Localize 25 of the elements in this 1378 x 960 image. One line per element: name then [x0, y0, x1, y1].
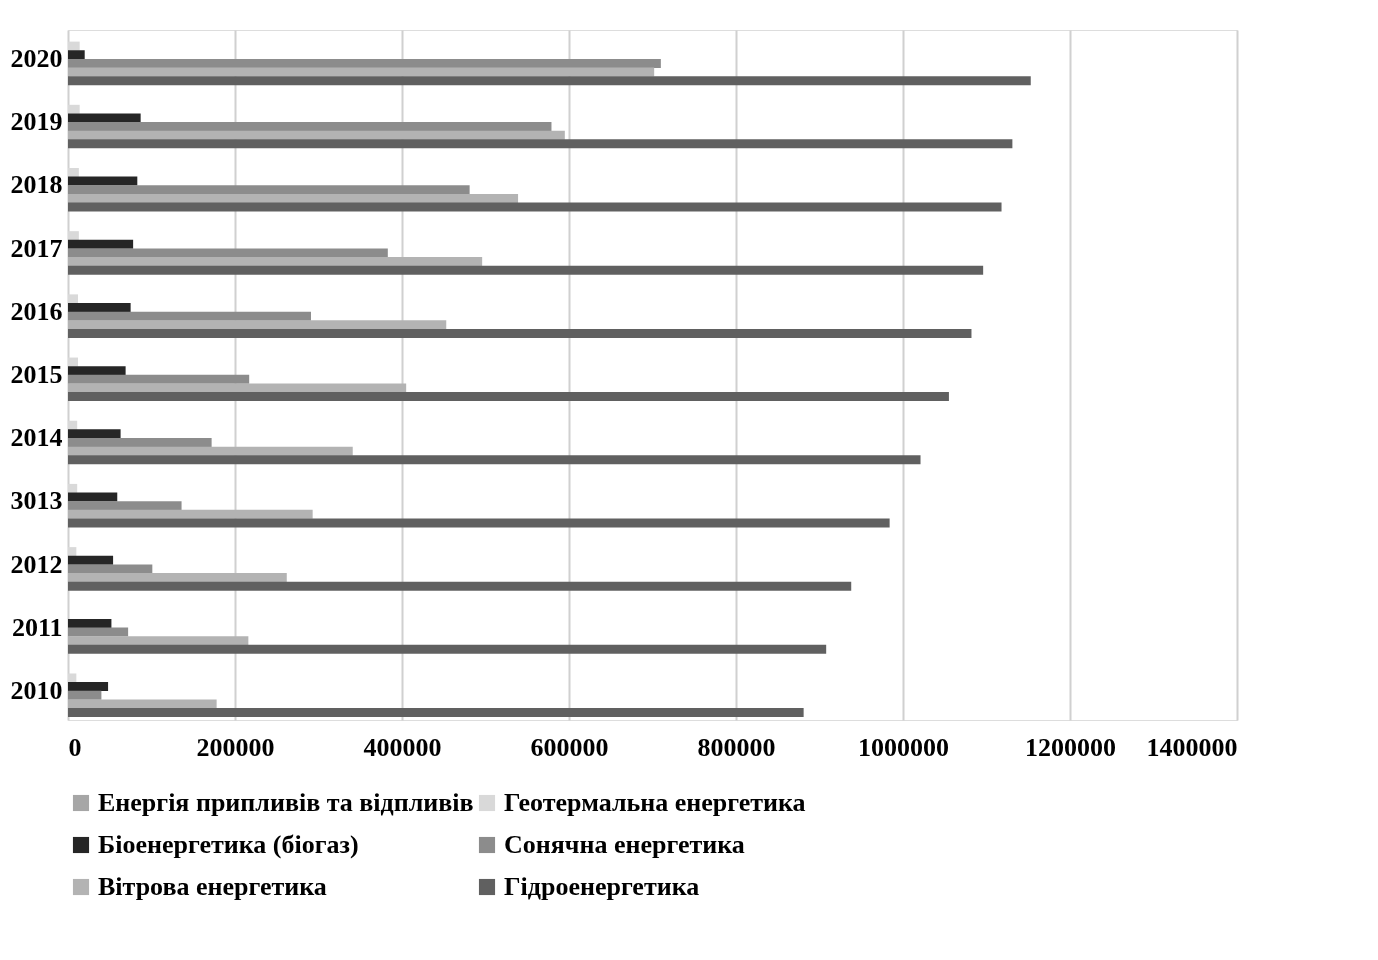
legend-label: Геотермальна енергетика	[504, 788, 806, 817]
x-tick-label: 0	[68, 732, 82, 762]
legend-label: Сонячна енергетика	[504, 830, 745, 859]
y-tick-label: 2011	[11, 612, 63, 642]
legend-label: Біоенергетика (біогаз)	[98, 830, 359, 859]
x-tick-label: 1400000	[1146, 732, 1238, 762]
legend-label: Енергія припливів та відпливів	[98, 788, 474, 817]
y-tick-label: 2018	[10, 170, 63, 200]
y-tick-label: 2014	[10, 423, 63, 453]
x-tick-label: 1200000	[1025, 732, 1116, 762]
x-tick-label: 800000	[697, 732, 776, 762]
x-tick-label: 400000	[363, 732, 442, 762]
x-tick-label: 200000	[196, 732, 275, 762]
y-tick-label: 2012	[10, 549, 63, 579]
x-tick-label: 1000000	[858, 732, 949, 762]
y-tick-label: 2015	[10, 360, 63, 389]
y-tick-label: 2019	[10, 107, 63, 137]
legend-label: Вітрова енергетика	[98, 872, 327, 901]
y-tick-label: 3013	[10, 486, 63, 516]
y-tick-label: 2020	[10, 44, 63, 74]
x-tick-label: 600000	[530, 732, 609, 762]
legend-label: Гідроенергетика	[504, 872, 700, 901]
y-tick-label: 2010	[10, 675, 63, 705]
y-tick-label: 2016	[10, 296, 63, 326]
y-tick-label: 2017	[10, 233, 63, 263]
